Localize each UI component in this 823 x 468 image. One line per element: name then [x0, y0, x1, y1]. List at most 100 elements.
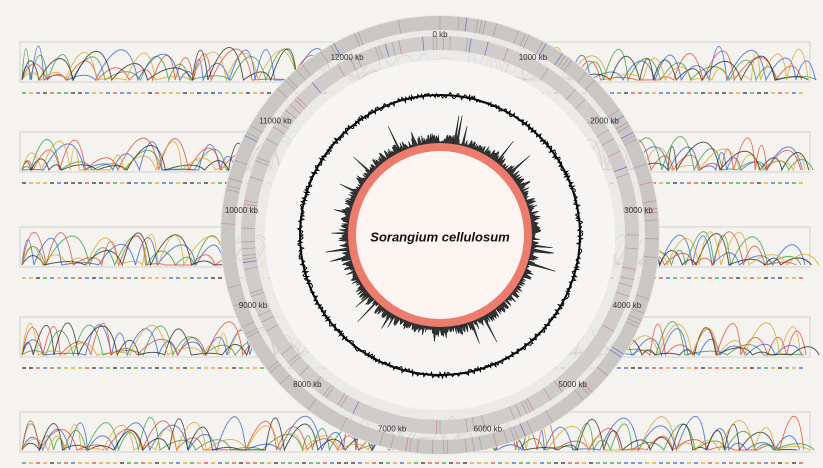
base-call: [708, 367, 712, 369]
base-call: [428, 462, 432, 464]
base-call: [85, 277, 89, 279]
base-call: [141, 367, 145, 369]
base-call: [652, 367, 656, 369]
base-call: [764, 277, 768, 279]
base-call: [687, 367, 691, 369]
base-call: [785, 182, 789, 184]
base-call: [638, 367, 642, 369]
base-call: [659, 277, 663, 279]
base-call: [57, 182, 61, 184]
base-call: [120, 92, 124, 94]
base-call: [92, 182, 96, 184]
base-call: [722, 92, 726, 94]
base-call: [568, 462, 572, 464]
base-call: [764, 92, 768, 94]
base-call: [659, 462, 663, 464]
ring-label: 10000 kb: [225, 206, 258, 215]
base-call: [736, 367, 740, 369]
base-call: [211, 92, 215, 94]
base-call: [407, 462, 411, 464]
base-call: [778, 92, 782, 94]
base-call: [57, 462, 61, 464]
base-call: [85, 367, 89, 369]
base-call: [113, 182, 117, 184]
base-call: [120, 182, 124, 184]
base-call: [92, 92, 96, 94]
base-call: [113, 277, 117, 279]
base-call: [659, 92, 663, 94]
base-call: [722, 277, 726, 279]
base-call: [624, 92, 628, 94]
base-call: [127, 277, 131, 279]
base-call: [155, 277, 159, 279]
base-call: [372, 462, 376, 464]
base-call: [624, 367, 628, 369]
base-call: [274, 462, 278, 464]
base-call: [617, 92, 621, 94]
base-call: [85, 462, 89, 464]
base-call: [43, 462, 47, 464]
base-call: [148, 367, 152, 369]
base-call: [281, 462, 285, 464]
base-call: [778, 277, 782, 279]
base-call: [778, 462, 782, 464]
base-call: [680, 182, 684, 184]
base-call: [708, 92, 712, 94]
base-call: [218, 277, 222, 279]
base-call: [113, 462, 117, 464]
base-call: [729, 462, 733, 464]
base-call: [771, 462, 775, 464]
base-call: [71, 182, 75, 184]
base-call: [701, 92, 705, 94]
base-call: [43, 182, 47, 184]
base-call: [169, 462, 173, 464]
base-call: [71, 92, 75, 94]
base-call: [687, 92, 691, 94]
base-call: [554, 462, 558, 464]
ring-label: 3000 kb: [624, 206, 653, 215]
base-call: [750, 182, 754, 184]
base-call: [624, 462, 628, 464]
base-call: [190, 367, 194, 369]
base-call: [127, 92, 131, 94]
base-call: [680, 277, 684, 279]
base-call: [99, 367, 103, 369]
base-call: [666, 367, 670, 369]
base-call: [309, 462, 313, 464]
base-call: [757, 367, 761, 369]
base-call: [134, 462, 138, 464]
base-call: [393, 462, 397, 464]
base-call: [575, 462, 579, 464]
ring-label: 11000 kb: [259, 116, 292, 125]
base-call: [638, 462, 642, 464]
base-call: [750, 367, 754, 369]
base-call: [183, 277, 187, 279]
base-call: [463, 462, 467, 464]
base-call: [785, 462, 789, 464]
base-call: [666, 277, 670, 279]
base-call: [715, 462, 719, 464]
base-call: [743, 462, 747, 464]
base-call: [253, 367, 257, 369]
base-call: [330, 462, 334, 464]
base-call: [799, 462, 803, 464]
base-call: [687, 277, 691, 279]
base-call: [505, 462, 509, 464]
base-call: [155, 462, 159, 464]
base-call: [127, 182, 131, 184]
base-call: [386, 462, 390, 464]
base-call: [358, 462, 362, 464]
base-call: [757, 277, 761, 279]
base-call: [582, 462, 586, 464]
base-call: [71, 367, 75, 369]
base-call: [190, 92, 194, 94]
base-call: [22, 92, 26, 94]
base-call: [722, 462, 726, 464]
base-call: [757, 92, 761, 94]
base-call: [99, 182, 103, 184]
base-call: [610, 462, 614, 464]
base-call: [715, 277, 719, 279]
base-call: [344, 462, 348, 464]
base-call: [421, 462, 425, 464]
base-call: [232, 367, 236, 369]
